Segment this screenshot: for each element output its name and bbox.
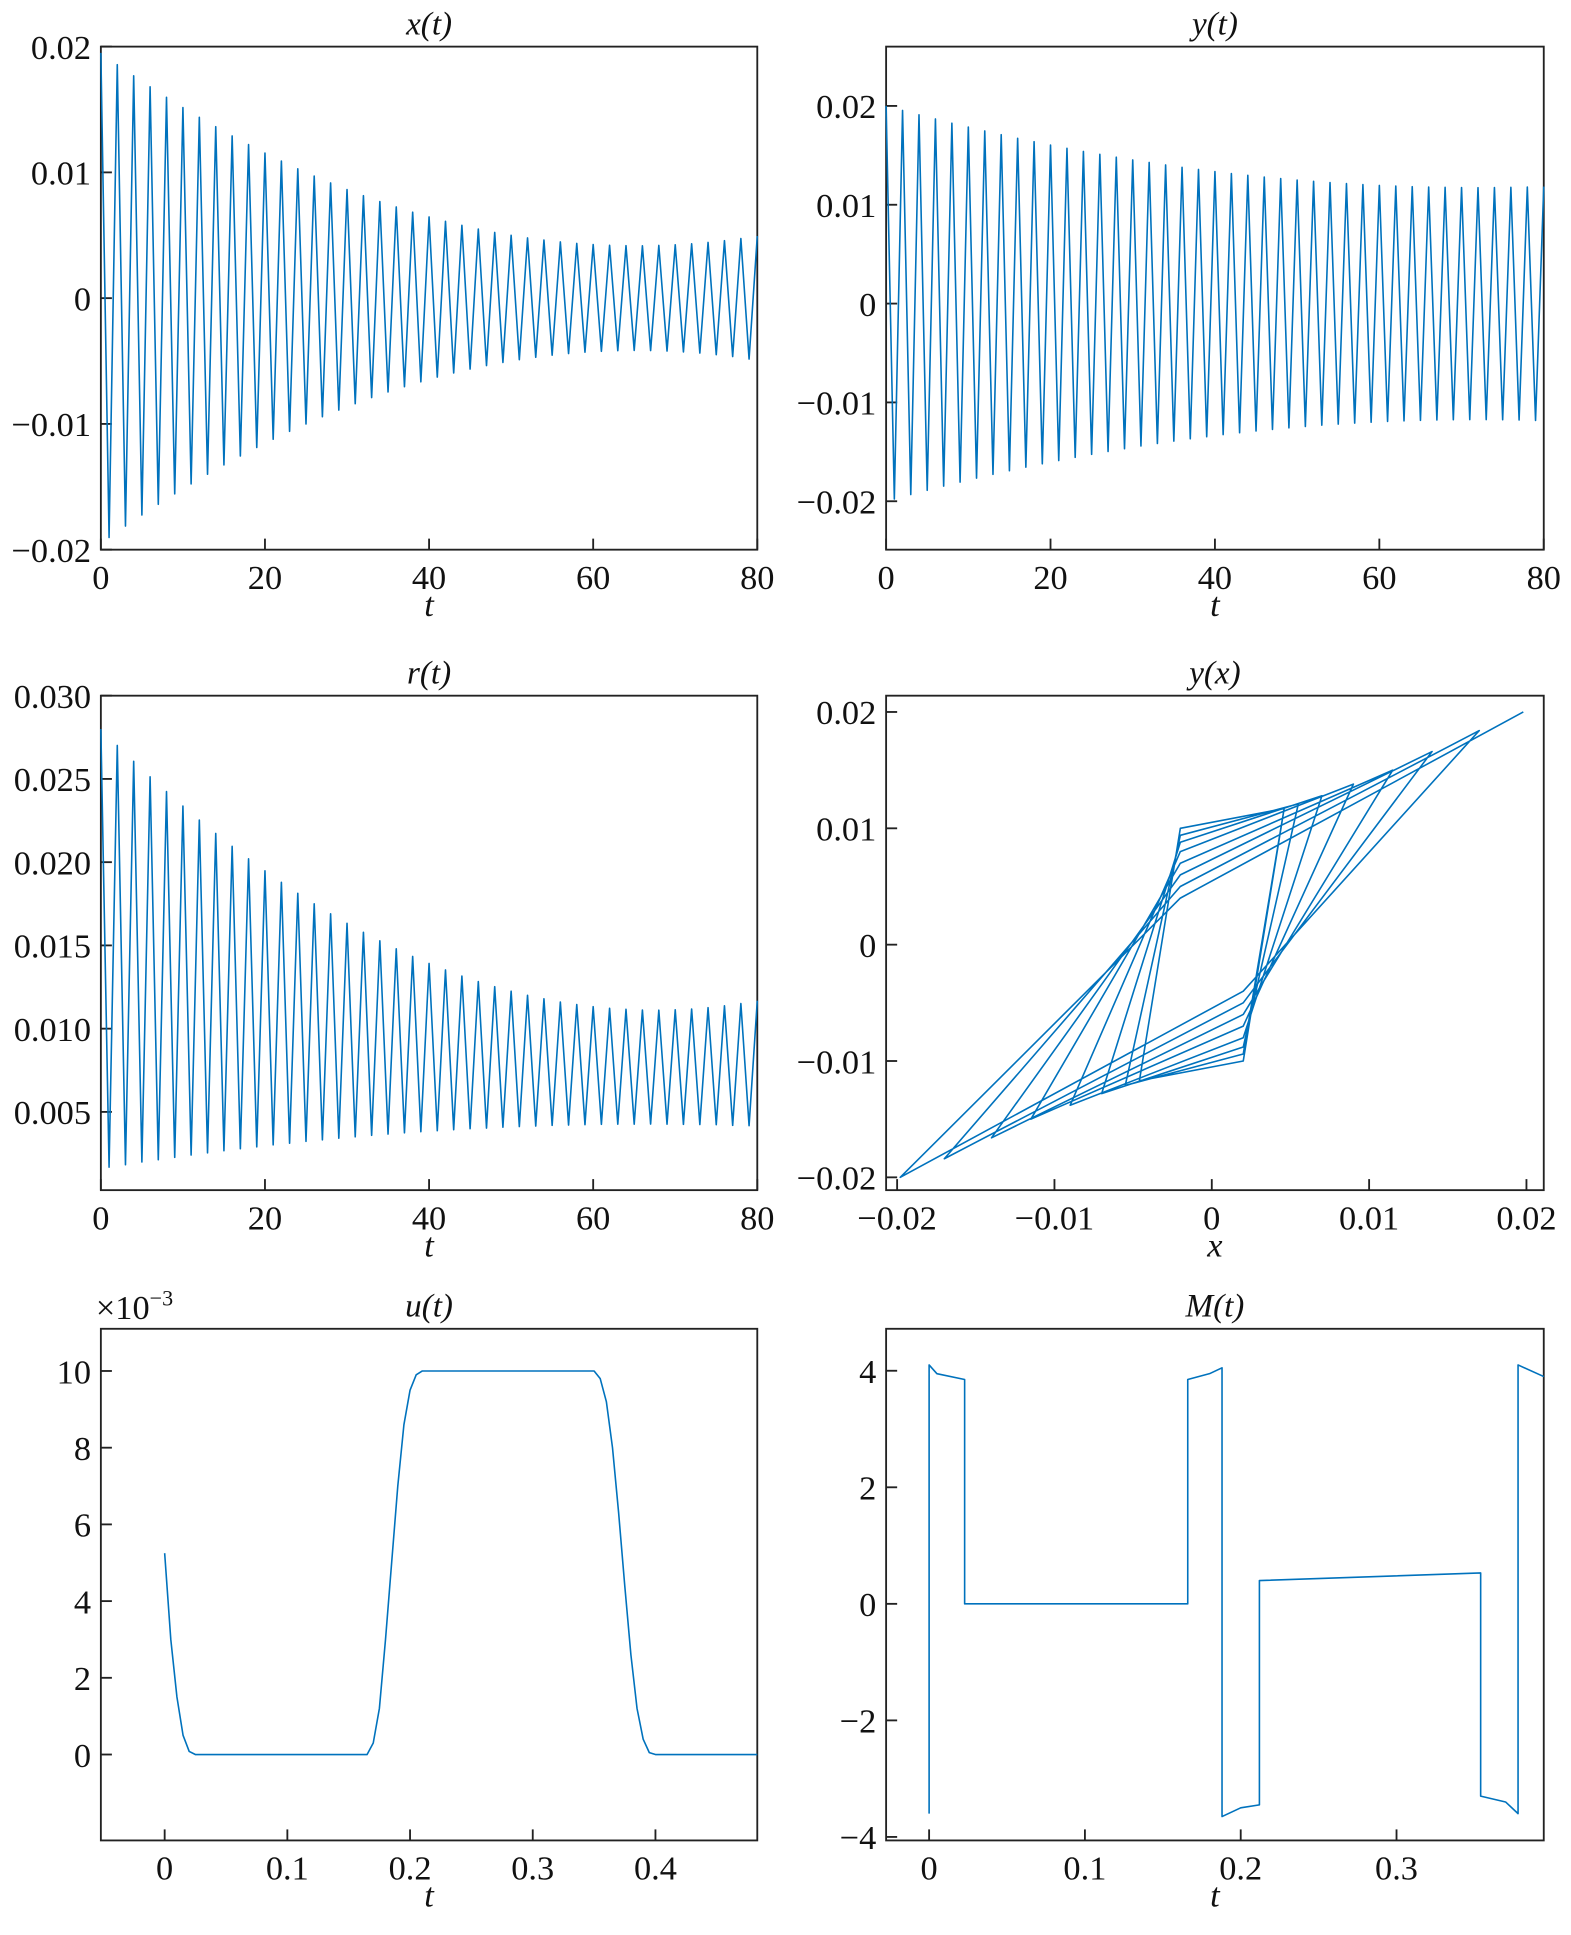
data-line — [928, 1364, 1545, 1818]
multiplier-base: ×10 — [96, 1289, 150, 1327]
y-tick-label: 0.01 — [816, 811, 876, 849]
x-tick-label: 80 — [740, 559, 774, 597]
x-tick-label: 20 — [248, 1199, 282, 1237]
y-tick-label: 6 — [74, 1507, 91, 1545]
x-tick-label: 80 — [740, 1199, 774, 1237]
subplot-title: y(x) — [1186, 654, 1240, 691]
subplot: 0 20 40 60 80 0.005 0.010 0.015 0.020 0.025 0.030 r… — [14, 654, 775, 1264]
y-tick-label: 0.01 — [816, 187, 876, 225]
y-tick-label: 0.015 — [14, 928, 91, 966]
data-line — [163, 1370, 758, 1756]
y-tick-label: −0.01 — [797, 1043, 876, 1081]
data-line — [885, 105, 1545, 500]
y-tick-label: 4 — [859, 1353, 876, 1391]
x-tick-label: 60 — [576, 1199, 610, 1237]
x-tick-label: 0.3 — [511, 1850, 554, 1888]
y-tick-label: 0.030 — [14, 678, 91, 716]
x-tick-label: 60 — [576, 559, 610, 597]
y-tick-label: 0.020 — [14, 844, 91, 882]
x-tick-label: 0.2 — [389, 1850, 432, 1888]
plot-frame — [99, 1327, 759, 1842]
x-tick-label: 0 — [1203, 1199, 1220, 1237]
x-tick-label: −0.02 — [857, 1199, 936, 1237]
x-tick-label: −0.01 — [1015, 1199, 1094, 1237]
y-tick-label: −0.02 — [12, 532, 91, 570]
y-tick-label: −0.02 — [797, 1160, 876, 1198]
x-tick-label: 0 — [92, 559, 109, 597]
x-axis-label: t — [424, 586, 435, 624]
y-tick-label: 8 — [74, 1430, 91, 1468]
y-tick-label: 0.02 — [31, 29, 91, 67]
y-tick-label: 0.02 — [816, 694, 876, 732]
x-tick-label: 0 — [921, 1850, 938, 1888]
subplot-title: r(t) — [407, 654, 451, 691]
y-tick-label: −2 — [840, 1703, 877, 1741]
x-tick-label: 0.01 — [1339, 1199, 1399, 1237]
x-tick-label: 40 — [412, 1199, 446, 1237]
subplot-title: x(t) — [405, 5, 452, 42]
x-tick-label: 20 — [248, 559, 282, 597]
x-axis-label: t — [424, 1226, 435, 1264]
x-axis-label: t — [1210, 1877, 1221, 1915]
x-tick-label: 0.02 — [1496, 1199, 1556, 1237]
subplot-title: M(t) — [1185, 1288, 1245, 1325]
subplot: 0 0.1 0.2 0.3 −4 −2 0 2 4 M(t) t — [840, 1288, 1545, 1915]
y-tick-label: −0.01 — [797, 385, 876, 423]
y-tick-label: 0.02 — [816, 88, 876, 126]
x-tick-label: 0.1 — [266, 1850, 309, 1888]
subplot: 0 0.1 0.2 0.3 0.4 0 2 4 6 8 10 u(t) t ×10−3 — [57, 1285, 759, 1915]
y-tick-label: 0.025 — [14, 761, 91, 799]
y-tick-label: −0.01 — [12, 406, 91, 444]
x-tick-label: 0.4 — [634, 1850, 677, 1888]
y-tick-label: 0 — [74, 280, 91, 318]
plot-frame — [885, 694, 1545, 1192]
plot-frame — [885, 1327, 1545, 1842]
y-tick-label: 0.005 — [14, 1094, 91, 1132]
multiplier-exponent: −3 — [150, 1285, 174, 1310]
data-line — [899, 711, 1524, 1179]
data-line — [100, 728, 759, 1168]
x-axis-label: t — [1210, 586, 1221, 624]
x-tick-label: 0.3 — [1375, 1850, 1418, 1888]
y-tick-label: 0 — [859, 286, 876, 324]
y-tick-label: 0 — [859, 927, 876, 965]
subplot: −0.02 −0.01 0 0.01 0.02 −0.02 −0.01 0 0.01 0.02 y(… — [797, 654, 1557, 1264]
y-tick-label: 0.01 — [31, 155, 91, 193]
x-tick-label: 0 — [92, 1199, 109, 1237]
subplot: 0 20 40 60 80 −0.02 −0.01 0 0.01 0.02 y(t) t — [797, 5, 1561, 624]
y-tick-label: 4 — [74, 1583, 91, 1621]
subplot-title: u(t) — [405, 1288, 453, 1325]
y-tick-label: −4 — [840, 1819, 877, 1857]
data-line — [100, 52, 759, 539]
x-tick-label: 0.2 — [1219, 1850, 1262, 1888]
y-tick-label: 0 — [859, 1586, 876, 1624]
x-tick-label: 0 — [878, 559, 895, 597]
x-axis-label: t — [424, 1877, 435, 1915]
y-tick-label: −0.02 — [797, 484, 876, 522]
subplot: 0 20 40 60 80 −0.02 −0.01 0 0.01 0.02 x(t) t — [12, 5, 775, 624]
x-axis-label: x — [1206, 1226, 1222, 1264]
x-tick-label: 60 — [1362, 559, 1396, 597]
x-tick-label: 0 — [156, 1850, 173, 1888]
x-tick-label: 40 — [1198, 559, 1232, 597]
x-tick-label: 40 — [412, 559, 446, 597]
y-tick-label: 10 — [57, 1353, 91, 1391]
y-tick-label: 2 — [74, 1660, 91, 1698]
x-tick-label: 20 — [1033, 559, 1067, 597]
y-tick-label: 2 — [859, 1470, 876, 1508]
plot-frame — [99, 694, 759, 1192]
x-tick-label: 80 — [1527, 559, 1561, 597]
subplot-title: y(t) — [1189, 5, 1238, 42]
axis-multiplier: ×10−3 — [96, 1285, 173, 1326]
x-tick-label: 0.1 — [1063, 1850, 1106, 1888]
y-tick-label: 0.010 — [14, 1011, 91, 1049]
plot-frame — [885, 45, 1545, 551]
y-tick-label: 0 — [74, 1737, 91, 1775]
